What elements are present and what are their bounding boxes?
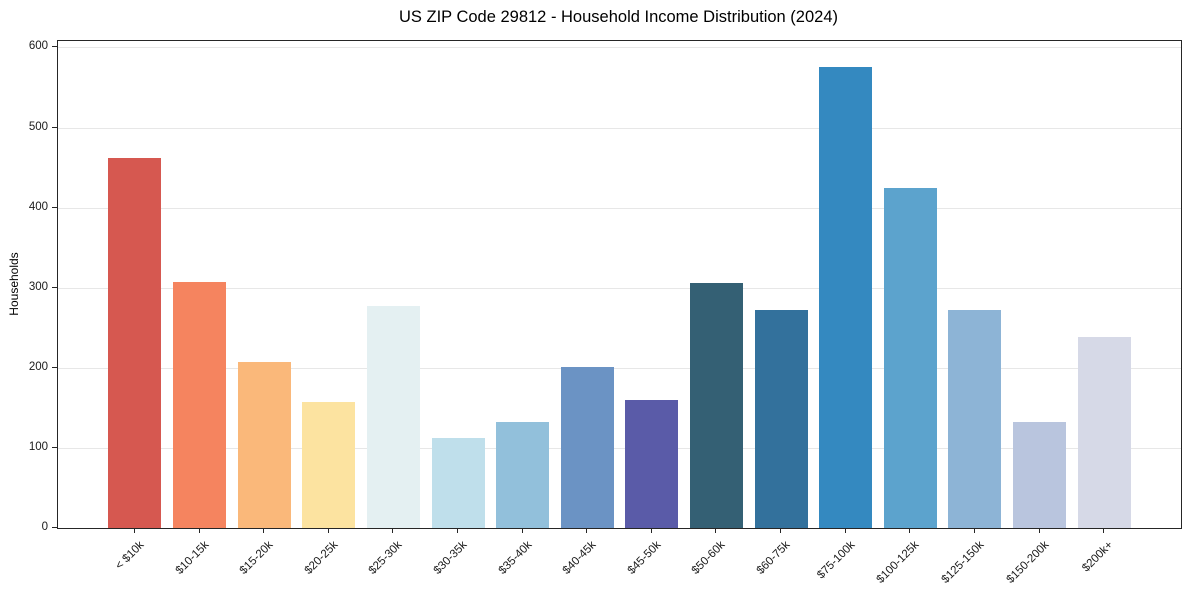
- x-tick-label: $10-15k: [173, 539, 211, 577]
- x-tick-mark: [133, 528, 135, 533]
- gridline-y-300: [58, 287, 1181, 289]
- gridline-y-500: [58, 127, 1181, 129]
- x-tick-mark: [1103, 528, 1105, 533]
- x-tick-label: $30-35k: [431, 539, 470, 577]
- bar-25-30k: [366, 306, 420, 528]
- x-tick-mark: [973, 528, 975, 533]
- x-tick-label: $125-150k: [939, 539, 987, 586]
- y-tick-mark: [52, 527, 57, 528]
- bar-10k: [108, 157, 162, 528]
- plot-area: [57, 40, 1182, 529]
- x-tick-label: $50-60k: [690, 539, 728, 577]
- x-tick-mark: [198, 528, 200, 533]
- x-tick-mark: [263, 528, 265, 533]
- x-tick-label: $35-40k: [496, 539, 535, 577]
- x-tick-mark: [392, 528, 394, 533]
- bar-45-50k: [625, 399, 679, 528]
- x-tick-mark: [586, 528, 588, 533]
- bar-200k: [1077, 337, 1131, 528]
- x-tick-label: $150-200k: [1004, 539, 1051, 586]
- y-tick-label: 300: [28, 280, 48, 293]
- x-tick-label: $75-100k: [814, 539, 858, 582]
- bar-30-35k: [431, 437, 485, 528]
- x-tick-mark: [327, 528, 329, 533]
- y-tick-mark: [52, 446, 57, 448]
- x-tick-label: < $10k: [113, 539, 147, 573]
- bar-75-100k: [819, 67, 873, 528]
- gridline-y-200: [58, 367, 1181, 369]
- y-tick-label: 600: [28, 40, 48, 53]
- y-tick-mark: [52, 126, 57, 128]
- gridline-y-400: [58, 207, 1181, 209]
- bar-100-125k: [883, 188, 937, 528]
- x-tick-label: $20-25k: [302, 539, 341, 577]
- bar-125-150k: [948, 310, 1002, 528]
- x-tick-label: $40-45k: [560, 539, 599, 577]
- x-tick-mark: [457, 528, 458, 533]
- x-tick-mark: [650, 528, 652, 533]
- bar-10-15k: [173, 282, 226, 528]
- chart-title: US ZIP Code 29812 - Household Income Dis…: [398, 8, 838, 26]
- bar-150-200k: [1013, 421, 1066, 528]
- x-tick-mark: [1038, 528, 1040, 533]
- y-tick-mark: [52, 46, 57, 48]
- bar-20-25k: [302, 402, 356, 528]
- y-tick-label: 200: [28, 360, 48, 373]
- gridline-y-600: [58, 47, 1181, 49]
- x-tick-mark: [715, 528, 717, 533]
- bar-60-75k: [754, 310, 808, 528]
- y-tick-mark: [52, 366, 57, 368]
- y-tick-mark: [52, 286, 57, 288]
- bar-15-20k: [237, 362, 291, 528]
- gridline-y-100: [58, 447, 1181, 449]
- y-tick-label: 500: [28, 120, 48, 133]
- x-tick-mark: [844, 528, 846, 533]
- x-tick-label: $15-20k: [237, 539, 276, 577]
- bar-35-40k: [496, 421, 550, 528]
- bar-40-45k: [560, 367, 614, 528]
- y-tick-label: 400: [28, 200, 48, 213]
- y-tick-label: 100: [28, 440, 48, 453]
- x-tick-mark: [909, 528, 911, 533]
- x-tick-label: $60-75k: [754, 539, 793, 577]
- x-tick-label: $100-125k: [874, 539, 922, 586]
- x-tick-mark: [521, 528, 523, 533]
- x-tick-label: $25-30k: [366, 539, 405, 577]
- y-tick-label: 0: [41, 521, 48, 533]
- x-tick-mark: [780, 528, 781, 533]
- bar-50-60k: [689, 282, 743, 528]
- x-tick-label: $200k+: [1080, 539, 1116, 575]
- x-tick-label: $45-50k: [625, 539, 664, 577]
- y-tick-mark: [52, 206, 57, 208]
